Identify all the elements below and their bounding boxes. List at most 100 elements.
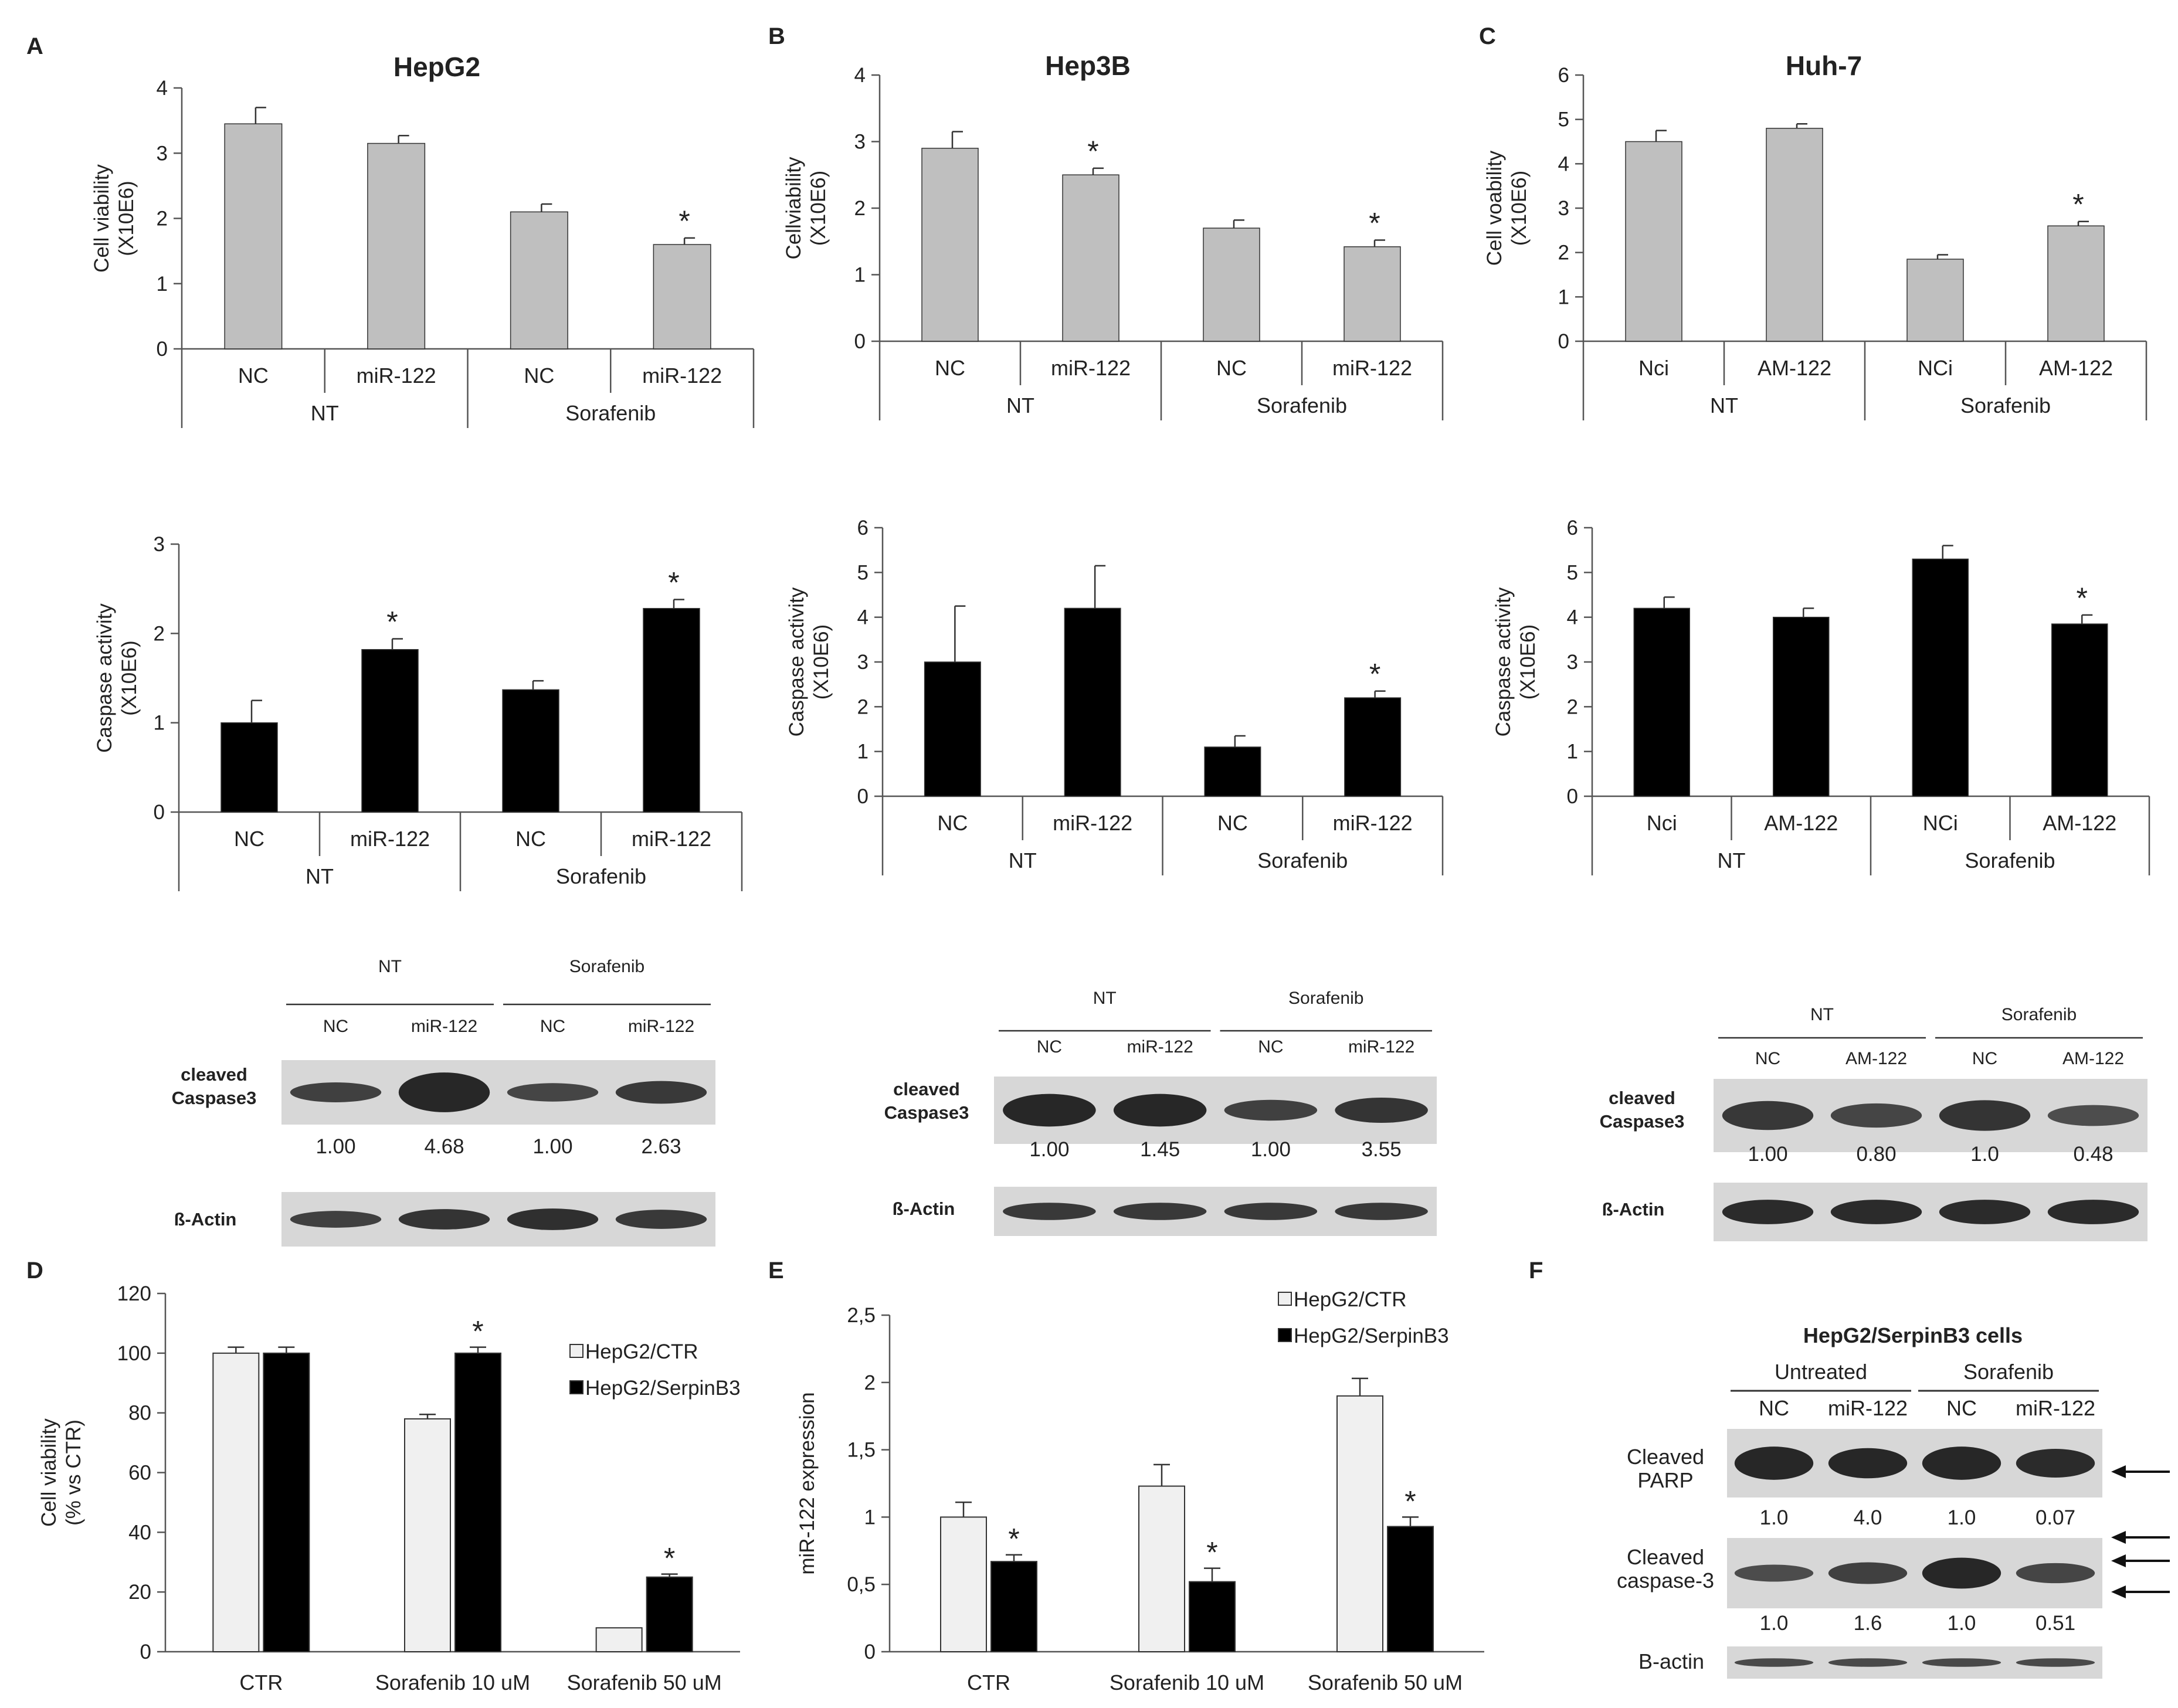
blot-f-column-0: NC: [1759, 1396, 1789, 1420]
B_caspase-ytick-2: 2: [857, 695, 869, 718]
blot-c-caspase3-value-1: 0.80: [1856, 1143, 1896, 1166]
blot-b-caspase3-label-line-1: Caspase3: [884, 1102, 969, 1123]
blot-b-caspase3-band-2: [1224, 1099, 1318, 1121]
B_viability-ytick-1: 1: [854, 264, 866, 287]
B_viability-ytick-3: 3: [854, 131, 866, 154]
panel-E-legend-label-0: HepG2/CTR: [1294, 1288, 1407, 1311]
B_caspase-ytick-6: 6: [857, 517, 869, 539]
blot-f-arrow-casp-2-head: [2111, 1554, 2126, 1567]
blot-f-actin-label: B-actin: [1638, 1649, 1704, 1673]
B_viability-bar-1: [1062, 174, 1119, 342]
panel-E-category-2: Sorafenib 50 uM: [1308, 1670, 1463, 1695]
blot-f-caspase3-label-line-1: caspase-3: [1617, 1568, 1714, 1592]
C_viability-ytick-4: 4: [1558, 152, 1569, 175]
panel-E-ytick-3: 1,5: [847, 1439, 876, 1462]
blot-f-caspase3-value-0: 1.0: [1760, 1612, 1789, 1635]
C_caspase-category-2: NCi: [1923, 811, 1958, 835]
panel-D-star-1-1: *: [472, 1315, 483, 1348]
C_viability-bar-3: [2047, 225, 2105, 342]
A_viability-category-3: miR-122: [642, 364, 722, 388]
blot-a-caspase3-band-0: [290, 1082, 382, 1102]
B_caspase-ytick-3: 3: [857, 651, 869, 674]
blot-a-caspase3-value-1: 4.68: [424, 1135, 464, 1158]
C_viability-bar-1: [1766, 128, 1823, 342]
blot-c-group-1: Sorafenib: [2001, 1005, 2077, 1024]
B_caspase-category-2: NC: [1217, 811, 1248, 835]
blot-f-arrow-casp-3-head: [2111, 1585, 2126, 1598]
panel-E-category-0: CTR: [967, 1670, 1010, 1695]
blot-f-actin-band-1: [1828, 1658, 1908, 1667]
blot-b-group-0: NT: [1093, 989, 1117, 1008]
B_caspase-ytick-1: 1: [857, 741, 869, 763]
panel-E-legend-swatch-0: [1278, 1292, 1292, 1306]
panel-label-b: B: [768, 23, 785, 49]
blot-f-parp-band-1: [1828, 1448, 1908, 1479]
blot-b: NT Sorafenib NC miR-122 NC miR-122 cleaved Casp…: [884, 989, 1437, 1236]
A_viability-ylabel: Cell viability(X10E6): [90, 164, 138, 273]
panel-E-bar-0-0: [940, 1516, 987, 1652]
panel-D-bar-1-2: [646, 1576, 693, 1652]
blot-f-arrow-casp-1-head: [2111, 1531, 2126, 1544]
blot-f-actin-band-3: [2016, 1658, 2095, 1667]
B_caspase-bar-2: [1204, 746, 1261, 797]
blot-c: NT Sorafenib NC AM-122 NC AM-122 cleaved Caspas…: [1600, 1005, 2148, 1241]
panel-D-legend-swatch-1: [569, 1380, 583, 1394]
C_viability-category-0: Nci: [1638, 356, 1669, 380]
A_viability-ylabel-line-1: (X10E6): [115, 181, 138, 256]
blot-b-caspase3-value-1: 1.45: [1140, 1138, 1180, 1161]
B_viability-bar-3: [1344, 246, 1401, 342]
B_viability-bar-2: [1203, 227, 1260, 342]
B_viability-ytick-0: 0: [854, 330, 866, 353]
blot-a-group-1: Sorafenib: [569, 957, 644, 976]
C_caspase-ytick-3: 3: [1567, 651, 1578, 674]
blot-c-actin-label: ß-Actin: [1602, 1199, 1665, 1220]
A_viability-ytick-0: 0: [157, 338, 168, 361]
blot-b-caspase3-value-0: 1.00: [1029, 1138, 1069, 1161]
panel-D-ytick-0: 0: [140, 1641, 151, 1663]
panel-label-c: C: [1479, 23, 1496, 49]
C_caspase-group-1: Sorafenib: [1965, 848, 2055, 872]
A_caspase-star-1: *: [386, 605, 398, 638]
panel-E-bar-1-0: [990, 1561, 1037, 1652]
blot-a-caspase3-label-line-0: cleaved: [181, 1064, 247, 1085]
blot-b-caspase3-value-2: 1.00: [1251, 1138, 1291, 1161]
B_viability-category-3: miR-122: [1332, 356, 1412, 380]
blot-f-caspase3-band-3: [2016, 1563, 2095, 1584]
blot-a-actin-label: ß-Actin: [174, 1209, 237, 1230]
C_caspase-bar-3: [2051, 623, 2108, 797]
C_caspase-ytick-4: 4: [1567, 606, 1578, 629]
C_caspase-bar-0: [1633, 607, 1690, 797]
panel-D-ytick-4: 80: [128, 1402, 151, 1425]
B_viability-ylabel: Cellviability(X10E6): [782, 157, 830, 260]
B_caspase-bar-3: [1344, 697, 1402, 797]
B_caspase-category-3: miR-122: [1333, 811, 1413, 835]
blot-b-actin-band-0: [1003, 1203, 1096, 1220]
panel-E-ytick-4: 2: [864, 1371, 876, 1394]
blot-f-caspase3-label-line-0: Cleaved: [1627, 1545, 1704, 1569]
panel-E-star-1-2: *: [1404, 1485, 1416, 1517]
A_viability-bar-2: [510, 211, 568, 349]
A_caspase-bar-3: [643, 607, 700, 813]
blot-c-actin-band-2: [1939, 1200, 2031, 1224]
blot-b-group-1: Sorafenib: [1288, 989, 1363, 1008]
panel-D-ylabel-line-0: Cell viability: [38, 1418, 60, 1527]
panel-D-bar-0-2: [595, 1627, 643, 1652]
C_viability-title: Huh-7: [1786, 50, 1862, 81]
blot-a-caspase3-band-1: [398, 1072, 490, 1112]
B_viability-category-2: NC: [1216, 356, 1247, 380]
A_caspase-category-0: NC: [234, 827, 264, 851]
blot-f-caspase3-value-2: 1.0: [1948, 1612, 1976, 1635]
C_viability-ytick-6: 6: [1558, 64, 1569, 87]
panel-E-star-1-1: *: [1206, 1536, 1217, 1569]
panel-D-ytick-6: 120: [117, 1282, 151, 1305]
blot-a-caspase3-value-0: 1.00: [315, 1135, 355, 1158]
blot-f-parp-value-3: 0.07: [2035, 1506, 2075, 1529]
blot-f-column-1: miR-122: [1828, 1396, 1908, 1420]
blot-b-actin-label: ß-Actin: [893, 1198, 955, 1219]
A_viability-ytick-1: 1: [157, 273, 168, 296]
blot-c-actin-band-0: [1722, 1200, 1814, 1224]
panel-E-ylabel: miR-122 expression: [796, 1392, 819, 1574]
blot-f-title: HepG2/SerpinB3 cells: [1803, 1323, 2023, 1347]
C_viability-bar-0: [1625, 141, 1682, 342]
